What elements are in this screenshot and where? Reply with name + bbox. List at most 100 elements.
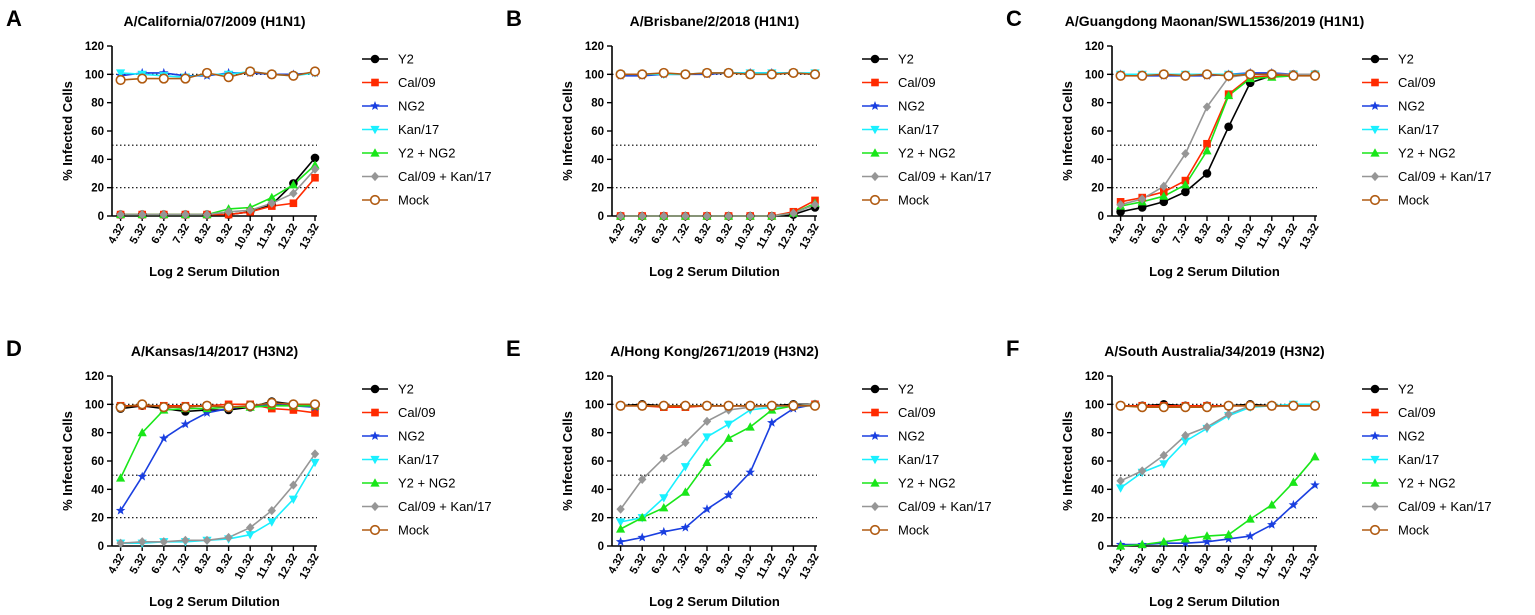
data-point-ng2 xyxy=(637,532,647,542)
data-point-cal-09-kan-17 xyxy=(267,505,276,516)
x-tick-label: 5.32 xyxy=(628,552,649,577)
data-point-ng2 xyxy=(615,536,626,546)
data-point-cal-09-kan-17 xyxy=(310,164,320,174)
x-tick-label: 9.32 xyxy=(714,552,735,577)
legend-marker-cal-09 xyxy=(371,78,379,87)
data-point-y2 xyxy=(310,153,320,163)
data-point-kan-17 xyxy=(1116,484,1126,493)
legend-marker-mock xyxy=(869,524,881,536)
data-point-mock xyxy=(809,400,821,411)
data-point-mock xyxy=(658,67,669,79)
y-tick-label: 20 xyxy=(1091,513,1104,525)
x-tick-label: 13.32 xyxy=(297,222,321,252)
legend-label: Cal/09 + Kan/17 xyxy=(1398,169,1492,184)
x-tick-label: 6.32 xyxy=(649,552,670,577)
legend-marker-cal-09-kan-17 xyxy=(370,501,380,512)
data-point-cal-09-kan-17 xyxy=(1138,194,1147,204)
y-axis-title: % Infected Cells xyxy=(1060,81,1075,181)
y-tick-label: 20 xyxy=(591,183,604,195)
data-point-cal-09 xyxy=(289,199,298,208)
data-point-mock xyxy=(1158,402,1169,413)
series-line-kan-17 xyxy=(1120,403,1315,489)
legend-marker-ng2 xyxy=(370,431,380,441)
data-point-cal-09-kan-17 xyxy=(1116,476,1125,486)
data-point-y2-ng2 xyxy=(724,433,734,442)
data-point-cal-09-kan-17 xyxy=(159,209,168,220)
data-point-cal-09-kan-17 xyxy=(159,537,168,547)
legend-marker-ng2 xyxy=(1370,101,1380,111)
data-point-mock xyxy=(266,69,277,80)
data-point-y2-ng2 xyxy=(1288,477,1298,486)
x-tick-label: 13.32 xyxy=(797,222,821,252)
y-tick-label: 20 xyxy=(91,513,104,525)
data-point-cal-09-kan-17 xyxy=(616,211,625,221)
data-point-mock xyxy=(658,400,669,411)
legend-marker-mock xyxy=(369,194,381,206)
legend-marker-y2 xyxy=(370,384,380,394)
legend-label: Cal/09 xyxy=(398,405,436,420)
data-point-cal-09-kan-17 xyxy=(246,205,255,215)
x-tick-label: 10.32 xyxy=(733,222,757,252)
data-point-mock xyxy=(680,69,691,80)
legend-marker-ng2 xyxy=(1370,431,1380,441)
data-point-mock xyxy=(723,400,734,411)
y-tick-label: 60 xyxy=(91,456,104,468)
y-tick-label: 100 xyxy=(585,69,604,81)
data-point-mock xyxy=(180,402,191,413)
data-point-cal-09-kan-17 xyxy=(202,535,212,545)
data-point-cal-09-kan-17 xyxy=(767,211,776,221)
y-tick-label: 100 xyxy=(1085,69,1104,81)
data-point-mock xyxy=(288,70,299,81)
y-tick-label: 0 xyxy=(598,211,604,223)
y-tick-label: 100 xyxy=(585,399,604,411)
data-point-cal-09 xyxy=(1203,139,1211,148)
x-tick-label: 6.32 xyxy=(149,222,170,247)
panel-letter: E xyxy=(506,336,521,361)
series-line-y2-ng2 xyxy=(119,404,315,479)
series-line-y2-ng2 xyxy=(120,164,316,216)
legend-marker-ng2 xyxy=(370,101,380,111)
legend-marker-mock xyxy=(869,194,881,206)
x-tick-label: 8.32 xyxy=(692,552,713,577)
y-tick-label: 80 xyxy=(91,98,104,110)
legend-marker-y2-ng2 xyxy=(870,148,880,157)
data-point-mock xyxy=(309,66,321,77)
legend-label: NG2 xyxy=(1398,99,1425,114)
legend-label: NG2 xyxy=(898,99,925,114)
data-point-cal-09-kan-17 xyxy=(1181,149,1190,159)
data-point-cal-09-kan-17 xyxy=(138,209,147,220)
data-point-y2-ng2 xyxy=(1159,191,1169,200)
data-point-mock xyxy=(245,66,256,77)
data-point-mock xyxy=(158,73,169,84)
data-point-cal-09-kan-17 xyxy=(181,209,190,220)
data-point-mock xyxy=(701,400,713,411)
legend-label: Cal/09 xyxy=(1398,405,1436,420)
data-point-cal-09-kan-17 xyxy=(1202,422,1212,432)
y-tick-label: 40 xyxy=(591,484,604,496)
x-tick-label: 12.32 xyxy=(276,552,300,582)
legend-marker-kan-17 xyxy=(870,125,880,135)
series-line-cal-09-kan-17 xyxy=(619,403,816,510)
data-point-mock xyxy=(223,72,234,83)
data-point-mock xyxy=(1115,70,1126,81)
legend-label: Cal/09 + Kan/17 xyxy=(898,169,992,184)
x-tick-label: 9.32 xyxy=(214,552,235,577)
data-point-kan-17 xyxy=(724,420,734,429)
x-axis-title: Log 2 Serum Dilution xyxy=(149,594,280,609)
legend-marker-y2-ng2 xyxy=(370,148,380,157)
series-line-kan-17 xyxy=(120,461,316,545)
legend-marker-y2 xyxy=(870,54,880,64)
data-point-mock xyxy=(1266,69,1277,80)
data-point-cal-09-kan-17 xyxy=(202,209,212,220)
x-axis-title: Log 2 Serum Dilution xyxy=(1149,264,1280,279)
data-point-y2-ng2 xyxy=(1267,500,1277,509)
data-point-cal-09-kan-17 xyxy=(638,474,647,485)
x-tick-label: 7.32 xyxy=(1171,552,1192,577)
data-point-y2-ng2 xyxy=(1137,539,1147,549)
data-point-y2-ng2 xyxy=(1310,451,1320,461)
data-point-mock xyxy=(1137,402,1148,413)
y-tick-label: 80 xyxy=(91,428,104,440)
data-point-mock xyxy=(1288,400,1299,411)
y-tick-label: 60 xyxy=(1091,456,1104,468)
legend-label: NG2 xyxy=(398,99,425,114)
